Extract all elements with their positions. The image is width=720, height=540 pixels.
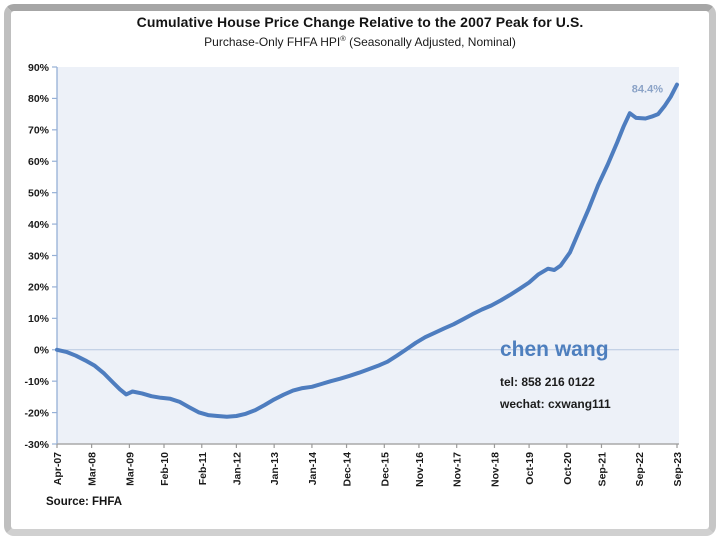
y-tick-label: 50%	[28, 187, 50, 199]
watermark: chen wang tel: 858 216 0122 wechat: cxwa…	[500, 338, 611, 411]
watermark-wechat: wechat: cxwang111	[500, 397, 611, 411]
plot-area	[57, 67, 679, 444]
x-tick-label: Jan-14	[307, 452, 319, 485]
x-tick-label: Dec-15	[379, 452, 391, 487]
x-tick-label: Sep-21	[596, 452, 608, 487]
x-tick-label: Oct-19	[524, 452, 536, 485]
y-tick-label: 30%	[28, 250, 50, 262]
y-tick-label: -10%	[24, 376, 49, 388]
chart-subtitle: Purchase-Only FHFA HPI® (Seasonally Adju…	[0, 34, 720, 49]
y-axis: 90% 80% 70% 60% 50% 40% 30% 20% 10% 0% -10% -20% -30…	[24, 62, 58, 451]
x-tick-label: Nov-17	[452, 452, 464, 487]
x-axis: Apr-07 Mar-08 Mar-09 Feb-10 Feb-11 Jan-12 Jan-…	[52, 443, 684, 487]
watermark-phone: tel: 858 216 0122	[500, 375, 595, 389]
registered-trademark-symbol: ®	[340, 34, 346, 43]
y-tick-label: 20%	[28, 282, 50, 294]
x-tick-label: Mar-09	[124, 452, 136, 486]
house-price-line-chart: 90% 80% 70% 60% 50% 40% 30% 20% 10% 0% -10% -20% -30…	[24, 62, 684, 487]
subtitle-rest: (Seasonally Adjusted, Nominal)	[345, 35, 516, 49]
peak-value-annotation: 84.4%	[632, 84, 663, 96]
chart-title: Cumulative House Price Change Relative t…	[136, 14, 584, 30]
y-tick-label: 0%	[34, 345, 50, 357]
x-tick-label: Feb-11	[197, 452, 209, 485]
x-tick-label: Nov-16	[414, 452, 426, 487]
hpi-series-line	[55, 82, 679, 419]
source-note: Source: FHFA	[46, 496, 123, 508]
x-tick-label: Feb-10	[159, 452, 171, 486]
x-tick-label: Sep-23	[672, 452, 684, 487]
x-tick-label: Jan-12	[231, 452, 243, 485]
y-tick-label: 70%	[28, 125, 50, 137]
x-tick-label: Apr-07	[52, 452, 64, 485]
y-tick-label: -20%	[24, 407, 49, 419]
x-tick-label: Dec-14	[342, 452, 354, 487]
y-tick-label: 10%	[28, 313, 50, 325]
x-tick-label: Nov-18	[489, 452, 501, 487]
y-tick-label: 80%	[28, 93, 50, 105]
x-tick-label: Oct-20	[562, 452, 574, 485]
x-tick-label: Sep-22	[634, 452, 646, 487]
y-tick-label: 40%	[28, 219, 50, 231]
subtitle-main: Purchase-Only FHFA HPI	[204, 35, 341, 49]
y-tick-label: -30%	[24, 439, 49, 451]
y-tick-label: 90%	[28, 62, 50, 74]
y-tick-label: 60%	[28, 156, 50, 168]
watermark-name: chen wang	[500, 338, 609, 361]
x-tick-label: Mar-08	[87, 452, 99, 486]
x-tick-label: Jan-13	[269, 452, 281, 485]
